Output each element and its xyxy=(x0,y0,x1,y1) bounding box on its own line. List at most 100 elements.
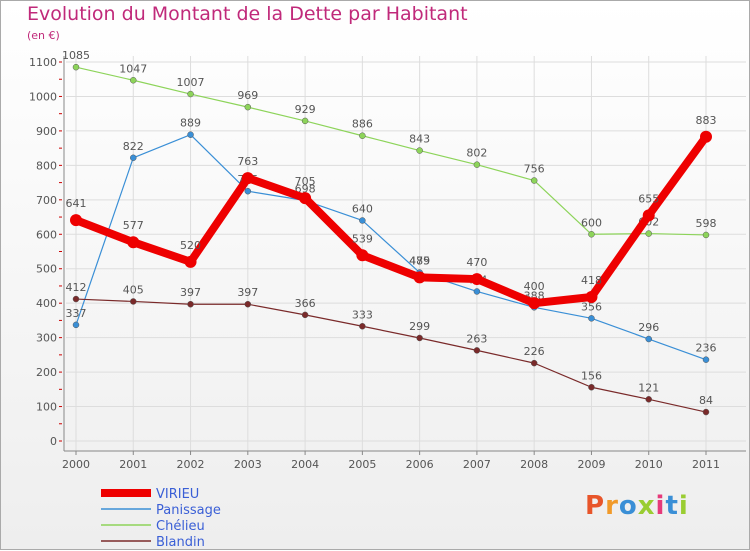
data-label: 929 xyxy=(295,103,316,116)
x-tick-label: 2008 xyxy=(520,458,548,471)
data-point xyxy=(130,154,137,162)
y-tick-label: 500 xyxy=(36,263,57,276)
data-point xyxy=(359,323,366,330)
chart-unit-label: (en €) xyxy=(27,29,60,42)
data-label: 577 xyxy=(123,219,144,232)
x-tick-label: 2005 xyxy=(348,458,376,471)
data-point xyxy=(530,359,538,367)
data-label: 412 xyxy=(66,281,87,294)
data-label: 397 xyxy=(180,286,201,299)
data-point xyxy=(244,187,252,195)
data-point xyxy=(588,231,595,238)
series-line-chélieu xyxy=(75,66,707,236)
data-label: 1047 xyxy=(119,62,147,75)
data-point xyxy=(70,214,82,227)
data-point xyxy=(187,300,194,308)
y-tick-label: 0 xyxy=(50,435,57,448)
data-label: 299 xyxy=(409,320,430,333)
data-point xyxy=(473,347,481,354)
data-point xyxy=(356,249,369,262)
y-tick-label: 1100 xyxy=(29,56,57,69)
data-point xyxy=(530,177,538,184)
data-point xyxy=(642,209,655,222)
data-label: 969 xyxy=(237,89,258,102)
data-point xyxy=(528,297,541,310)
data-point xyxy=(588,384,595,391)
x-tick-label: 2002 xyxy=(177,458,205,471)
data-point xyxy=(184,255,197,268)
data-label: 296 xyxy=(638,321,659,334)
y-tick-label: 300 xyxy=(36,332,57,345)
x-tick-label: 2001 xyxy=(119,458,147,471)
data-label: 475 xyxy=(409,254,430,267)
data-label: 236 xyxy=(696,342,717,355)
data-point xyxy=(473,288,481,295)
data-point xyxy=(130,298,137,305)
data-point xyxy=(700,130,712,143)
data-point xyxy=(473,161,481,168)
data-label: 843 xyxy=(409,133,430,146)
data-point xyxy=(359,132,366,139)
x-tick-label: 2006 xyxy=(406,458,434,471)
data-label: 333 xyxy=(352,308,373,321)
data-label: 822 xyxy=(123,140,144,153)
data-label: 598 xyxy=(696,217,717,230)
data-point xyxy=(301,311,309,319)
series-line-panissage xyxy=(75,134,707,361)
data-label: 1085 xyxy=(62,49,90,62)
data-point xyxy=(585,290,598,303)
data-point xyxy=(127,236,140,249)
y-tick-label: 800 xyxy=(36,159,57,172)
data-label: 600 xyxy=(581,216,602,229)
data-label: 655 xyxy=(638,192,659,205)
data-point xyxy=(72,63,80,71)
data-label: 397 xyxy=(237,286,258,299)
data-point xyxy=(416,147,423,154)
legend-label: Blandin xyxy=(156,535,205,550)
data-label: 226 xyxy=(524,345,545,358)
legend-label: VIRIEU xyxy=(156,487,199,502)
data-point xyxy=(301,117,309,125)
x-tick-label: 2003 xyxy=(234,458,262,471)
data-point xyxy=(645,396,652,403)
data-label: 539 xyxy=(352,232,373,245)
data-point xyxy=(72,321,80,329)
data-label: 400 xyxy=(524,280,545,293)
logo-letter: i xyxy=(655,491,666,521)
y-tick-label: 900 xyxy=(36,125,57,138)
data-label: 1007 xyxy=(177,76,205,89)
legend-label: Chélieu xyxy=(156,519,205,534)
chart-title: Evolution du Montant de la Dette par Hab… xyxy=(27,3,468,25)
logo-letter: o xyxy=(618,491,638,521)
data-label: 802 xyxy=(466,147,487,160)
y-tick-label: 400 xyxy=(36,297,57,310)
data-point xyxy=(187,131,194,138)
data-label: 156 xyxy=(581,369,602,382)
data-point xyxy=(470,273,483,286)
data-point xyxy=(702,408,710,416)
data-label: 263 xyxy=(466,332,487,345)
data-point xyxy=(588,315,595,322)
data-point xyxy=(244,300,252,308)
data-label: 763 xyxy=(237,155,258,168)
data-point xyxy=(413,271,426,284)
data-point xyxy=(645,230,652,237)
data-label: 756 xyxy=(524,163,545,176)
proxiti-logo: Proxiti xyxy=(585,491,689,521)
data-point xyxy=(187,90,194,98)
x-tick-label: 2011 xyxy=(692,458,720,471)
logo-letter: r xyxy=(605,491,619,521)
data-label: 121 xyxy=(638,381,659,394)
legend-label: Panissage xyxy=(156,503,221,518)
y-tick-label: 200 xyxy=(36,366,57,379)
data-label: 470 xyxy=(466,256,487,269)
series-line-blandin xyxy=(75,298,707,413)
series-line-virieu xyxy=(74,134,710,308)
data-label: 84 xyxy=(699,394,713,407)
data-label: 405 xyxy=(123,283,144,296)
data-label: 489 xyxy=(409,255,430,268)
data-label: 366 xyxy=(295,297,316,310)
y-tick-label: 700 xyxy=(36,194,57,207)
